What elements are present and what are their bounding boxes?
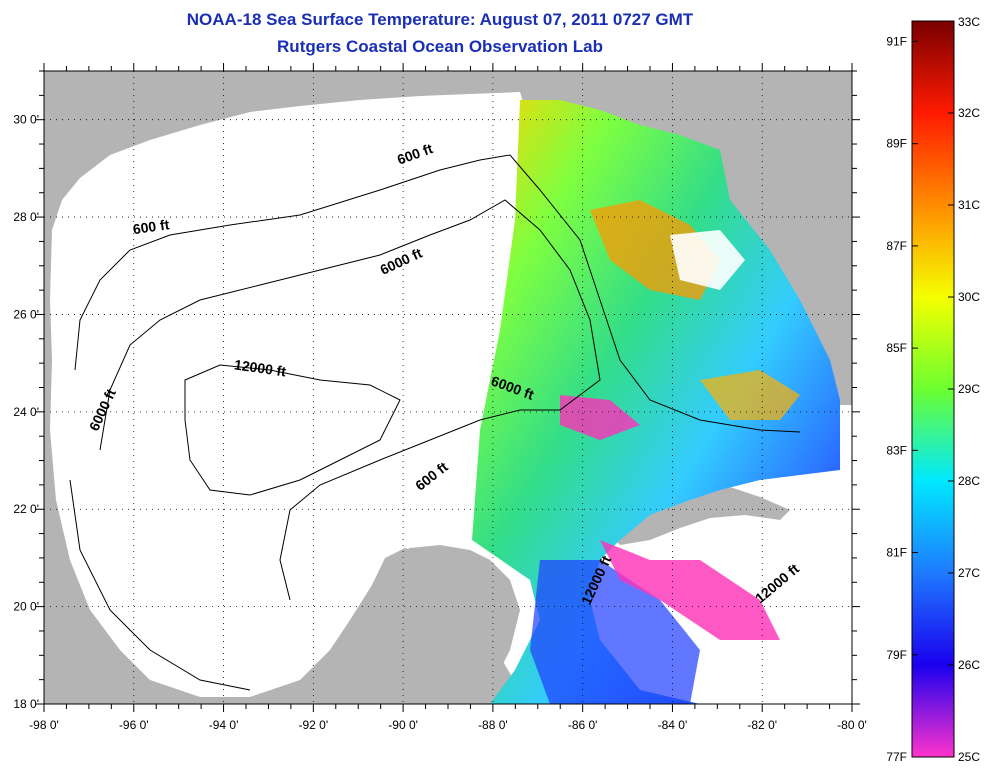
lon-tick-label: -80 0' bbox=[837, 718, 867, 732]
lat-tick-label: 24 0' bbox=[13, 405, 39, 419]
lon-tick-label: -90 0' bbox=[388, 718, 418, 732]
fahrenheit-label: 79F bbox=[886, 648, 907, 662]
axis-ticks: -98 0' -96 0' -94 0' -92 0' -90 0' -88 0' -86 … bbox=[13, 63, 867, 732]
lon-tick-label: -92 0' bbox=[299, 718, 329, 732]
celsius-label: 25C bbox=[958, 750, 980, 764]
celsius-label: 32C bbox=[958, 106, 980, 120]
lon-tick-label: -94 0' bbox=[209, 718, 239, 732]
colorbar-gradient bbox=[911, 20, 955, 758]
fahrenheit-label: 89F bbox=[886, 137, 907, 151]
fahrenheit-label: 91F bbox=[886, 34, 907, 48]
florida-land bbox=[700, 71, 852, 400]
lat-tick-label: 26 0' bbox=[13, 307, 39, 321]
celsius-label: 26C bbox=[958, 658, 980, 672]
colorbar-labels: 33C 32C 31C 30C 29C 28C 27C 26C 25C 91F 89F 87F 85F 8… bbox=[886, 15, 980, 764]
cool-patch bbox=[530, 560, 700, 704]
contour-outer bbox=[69, 479, 251, 691]
celsius-label: 30C bbox=[958, 290, 980, 304]
fahrenheit-label: 87F bbox=[886, 239, 907, 253]
contour-600ft bbox=[74, 154, 801, 433]
contour-12000ft bbox=[184, 364, 401, 496]
lon-tick-label: -82 0' bbox=[747, 718, 777, 732]
contour-label: 12000 ft bbox=[233, 356, 287, 379]
lon-tick-label: -98 0' bbox=[29, 718, 59, 732]
lat-tick-label: 30 0' bbox=[13, 113, 39, 127]
lat-tick-label: 20 0' bbox=[13, 600, 39, 614]
lat-tick-label: 28 0' bbox=[13, 210, 39, 224]
celsius-label: 28C bbox=[958, 474, 980, 488]
contour-6000ft bbox=[99, 199, 601, 601]
cloud-patch bbox=[670, 230, 745, 290]
lon-tick-label: -86 0' bbox=[568, 718, 598, 732]
fahrenheit-label: 81F bbox=[886, 546, 907, 560]
celsius-label: 27C bbox=[958, 566, 980, 580]
contour-label: 600 ft bbox=[132, 216, 171, 237]
magenta-patch-2 bbox=[560, 395, 640, 440]
magenta-patch bbox=[600, 540, 780, 640]
warm-patch-2 bbox=[700, 370, 800, 420]
celsius-label: 33C bbox=[958, 15, 980, 29]
lon-tick-label: -96 0' bbox=[119, 718, 149, 732]
map-title: NOAA-18 Sea Surface Temperature: August … bbox=[186, 10, 694, 29]
lat-tick-label: 22 0' bbox=[13, 502, 39, 516]
lat-tick-label: 18 0' bbox=[13, 697, 39, 711]
celsius-label: 31C bbox=[958, 198, 980, 212]
gulf-water bbox=[50, 92, 852, 704]
fahrenheit-label: 77F bbox=[886, 750, 907, 764]
yucatan-land bbox=[300, 545, 520, 704]
lon-tick-label: -88 0' bbox=[478, 718, 508, 732]
lon-tick-label: -84 0' bbox=[658, 718, 688, 732]
fahrenheit-label: 85F bbox=[886, 341, 907, 355]
map-subtitle: Rutgers Coastal Ocean Observation Lab bbox=[277, 37, 603, 56]
celsius-label: 29C bbox=[958, 382, 980, 396]
fahrenheit-label: 83F bbox=[886, 443, 907, 457]
